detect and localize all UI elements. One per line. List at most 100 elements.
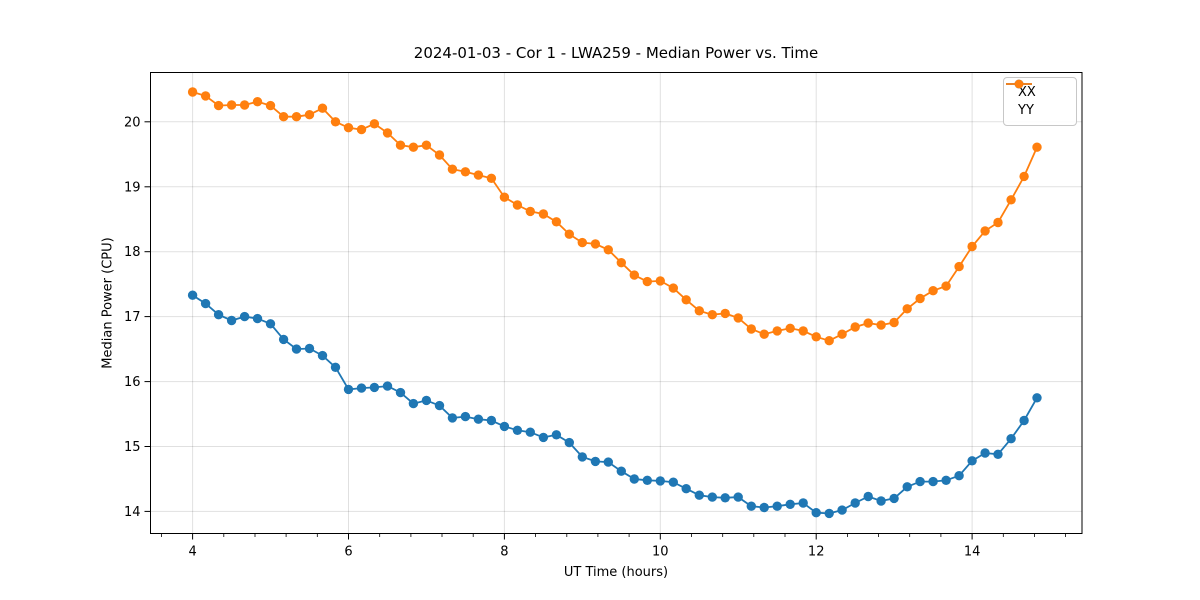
data-point-yy xyxy=(330,117,341,127)
data-point-yy xyxy=(746,324,756,334)
data-point-xx xyxy=(629,474,639,484)
data-point-yy xyxy=(993,217,1003,228)
data-point-yy xyxy=(473,170,484,180)
data-point-yy xyxy=(460,167,471,177)
chart-title: 2024-01-03 - Cor 1 - LWA259 - Median Pow… xyxy=(413,44,819,62)
x-tick-label: 12 xyxy=(808,545,825,560)
data-point-xx xyxy=(226,315,237,326)
data-point-yy xyxy=(213,100,224,111)
data-point-yy xyxy=(551,217,562,227)
x-tick-label: 4 xyxy=(188,545,196,560)
data-point-xx xyxy=(343,384,354,395)
data-point-yy xyxy=(252,97,263,107)
legend-label-xx: XX xyxy=(1018,84,1036,100)
data-point-yy xyxy=(928,286,938,296)
data-point-xx xyxy=(278,334,289,345)
legend-marker-yy-icon xyxy=(1006,79,1032,89)
data-point-xx xyxy=(993,449,1003,459)
data-point-xx xyxy=(200,298,211,309)
axes-frame xyxy=(150,72,1083,534)
data-point-yy xyxy=(1019,171,1029,182)
y-tick-label: 16 xyxy=(124,375,141,390)
data-point-xx xyxy=(616,466,626,476)
y-tick-label: 19 xyxy=(124,180,141,195)
data-point-xx xyxy=(876,496,886,506)
x-tick-label: 8 xyxy=(500,545,508,560)
data-point-xx xyxy=(668,477,678,487)
data-point-yy xyxy=(837,329,847,339)
data-point-xx xyxy=(681,484,691,494)
data-point-xx xyxy=(525,427,535,437)
data-point-yy xyxy=(876,320,886,330)
data-point-xx xyxy=(889,493,899,504)
data-point-xx xyxy=(499,421,510,432)
data-point-yy xyxy=(902,304,912,314)
legend-label-yy: YY xyxy=(1018,103,1034,119)
data-point-yy xyxy=(304,110,315,120)
x-tick-label: 14 xyxy=(964,545,981,560)
data-point-yy xyxy=(681,295,691,305)
data-point-xx xyxy=(291,344,302,354)
data-point-yy xyxy=(642,276,652,287)
data-point-xx xyxy=(824,508,834,519)
data-point-yy xyxy=(863,318,873,328)
data-point-yy xyxy=(1032,142,1042,152)
data-point-xx xyxy=(759,502,769,513)
data-point-xx xyxy=(798,498,808,508)
data-point-yy xyxy=(369,119,380,129)
data-point-yy xyxy=(226,100,237,110)
data-point-yy xyxy=(629,270,639,280)
data-point-yy xyxy=(967,241,977,252)
data-point-xx xyxy=(915,476,925,487)
legend: XX YY xyxy=(1003,77,1077,126)
data-point-yy xyxy=(278,112,289,122)
data-point-yy xyxy=(577,237,587,248)
data-point-yy xyxy=(954,261,964,272)
y-tick-label: 15 xyxy=(124,440,141,455)
data-point-yy xyxy=(486,173,497,183)
data-point-xx xyxy=(317,350,328,361)
data-point-xx xyxy=(473,414,484,424)
data-point-xx xyxy=(590,456,601,467)
x-tick-label: 6 xyxy=(344,545,352,560)
legend-item-yy: YY xyxy=(1006,79,1076,119)
data-point-xx xyxy=(577,452,587,462)
series-line-xx xyxy=(192,294,1038,515)
data-point-xx xyxy=(928,476,938,487)
data-point-yy xyxy=(785,323,795,333)
data-point-xx xyxy=(746,501,756,511)
data-point-xx xyxy=(1006,434,1016,444)
data-point-xx xyxy=(733,492,743,502)
data-point-xx xyxy=(447,413,458,423)
y-tick-label: 18 xyxy=(124,245,141,260)
data-point-xx xyxy=(655,476,665,486)
data-point-yy xyxy=(668,283,678,293)
data-point-yy xyxy=(590,239,601,249)
data-point-xx xyxy=(720,493,730,503)
data-point-xx xyxy=(642,475,652,485)
data-point-yy xyxy=(1006,195,1016,205)
data-point-xx xyxy=(954,471,964,481)
data-point-xx xyxy=(772,501,782,511)
data-point-xx xyxy=(486,415,497,426)
data-point-yy xyxy=(239,100,250,110)
data-point-yy xyxy=(941,281,951,291)
data-point-yy xyxy=(759,329,769,339)
data-point-yy xyxy=(447,164,458,174)
y-axis-label: Median Power (CPU) xyxy=(100,237,116,369)
data-point-xx xyxy=(980,448,990,458)
data-point-xx xyxy=(902,482,912,492)
data-point-xx xyxy=(694,490,704,500)
data-point-xx xyxy=(837,505,847,515)
data-point-xx xyxy=(512,425,523,435)
data-point-yy xyxy=(772,326,782,336)
data-point-xx xyxy=(1032,393,1042,403)
data-point-xx xyxy=(603,457,613,467)
data-point-yy xyxy=(382,128,393,138)
data-point-xx xyxy=(811,508,821,518)
data-point-yy xyxy=(356,124,367,135)
data-point-xx xyxy=(1019,415,1029,426)
y-tick-label: 20 xyxy=(124,115,141,130)
